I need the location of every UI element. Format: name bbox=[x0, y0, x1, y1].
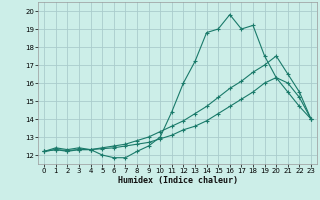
X-axis label: Humidex (Indice chaleur): Humidex (Indice chaleur) bbox=[118, 176, 238, 185]
